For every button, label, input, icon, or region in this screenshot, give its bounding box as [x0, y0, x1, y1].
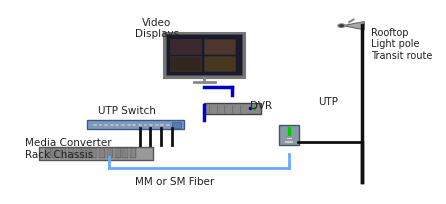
Bar — [203, 57, 235, 72]
Bar — [107, 149, 113, 158]
Bar — [138, 124, 142, 127]
FancyBboxPatch shape — [87, 121, 184, 130]
Bar — [132, 124, 136, 127]
Text: Media Converter
Rack Chassis: Media Converter Rack Chassis — [25, 137, 112, 159]
Polygon shape — [343, 22, 364, 31]
Text: UTP Switch: UTP Switch — [98, 105, 156, 115]
Text: MM or SM Fiber: MM or SM Fiber — [135, 177, 214, 186]
Bar — [68, 149, 74, 158]
Bar — [121, 124, 125, 127]
Bar — [161, 124, 164, 127]
Bar — [91, 149, 97, 158]
Bar — [155, 124, 159, 127]
Bar — [285, 138, 292, 140]
Text: Video
Displays: Video Displays — [135, 18, 179, 39]
Bar — [60, 149, 66, 158]
Bar — [149, 124, 153, 127]
Bar — [127, 124, 131, 127]
Text: DVR: DVR — [250, 100, 272, 110]
Text: UTP: UTP — [318, 97, 339, 107]
Text: Rooftop
Light pole
Transit route: Rooftop Light pole Transit route — [371, 28, 432, 61]
Bar — [203, 40, 235, 55]
Circle shape — [339, 26, 344, 28]
FancyBboxPatch shape — [279, 125, 298, 145]
Bar — [99, 124, 103, 127]
Bar — [104, 124, 108, 127]
Bar — [93, 124, 97, 127]
Bar — [170, 57, 202, 72]
Bar — [122, 149, 128, 158]
Bar — [115, 149, 120, 158]
Circle shape — [338, 25, 346, 28]
Bar — [52, 149, 58, 158]
Bar — [285, 141, 293, 143]
Bar — [170, 40, 202, 55]
Bar — [130, 149, 136, 158]
Bar — [76, 149, 82, 158]
Bar — [110, 124, 114, 127]
Bar — [83, 149, 90, 158]
FancyBboxPatch shape — [165, 35, 243, 77]
Bar — [116, 124, 120, 127]
Bar — [99, 149, 105, 158]
Bar — [45, 149, 51, 158]
Bar — [144, 124, 147, 127]
FancyBboxPatch shape — [203, 104, 261, 114]
Bar — [172, 122, 181, 128]
FancyBboxPatch shape — [39, 147, 153, 160]
Bar — [166, 124, 170, 127]
